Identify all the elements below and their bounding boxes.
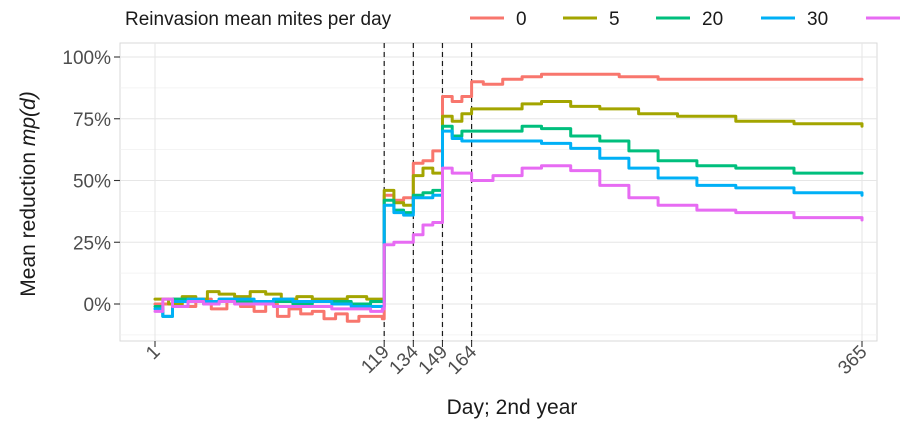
y-tick-label: 75%: [73, 110, 111, 131]
series-line-50: [153, 164, 864, 313]
y-tick-label: 50%: [73, 172, 111, 193]
x-tick-label: 1: [142, 342, 164, 364]
plot-panel-bg: [119, 42, 878, 342]
x-tick-label: 164: [444, 341, 482, 379]
legend-label-0: 0: [516, 9, 527, 30]
y-axis-title-main: Mean reduction: [17, 146, 40, 297]
y-tick-label: 100%: [62, 48, 111, 69]
plot-panel: [119, 42, 878, 342]
y-tick-label: 0%: [84, 295, 112, 316]
legend-label-5: 5: [609, 9, 620, 30]
x-axis-title: Day; 2nd year: [447, 396, 578, 419]
y-axis-title-italic: mp(d): [17, 91, 40, 146]
series-line-30: [153, 129, 864, 318]
y-tick-label: 25%: [73, 233, 111, 254]
x-tick-label: 119: [357, 342, 393, 378]
legend: Reinvasion mean mites per day 05203050: [125, 9, 900, 30]
x-tick-label: 365: [834, 342, 871, 379]
series-lines: [153, 72, 864, 323]
legend-title: Reinvasion mean mites per day: [125, 9, 392, 30]
y-axis-title: Mean reduction mp(d): [17, 91, 40, 296]
legend-label-20: 20: [702, 9, 723, 30]
legend-label-30: 30: [807, 9, 828, 30]
series-line-5: [153, 100, 864, 306]
